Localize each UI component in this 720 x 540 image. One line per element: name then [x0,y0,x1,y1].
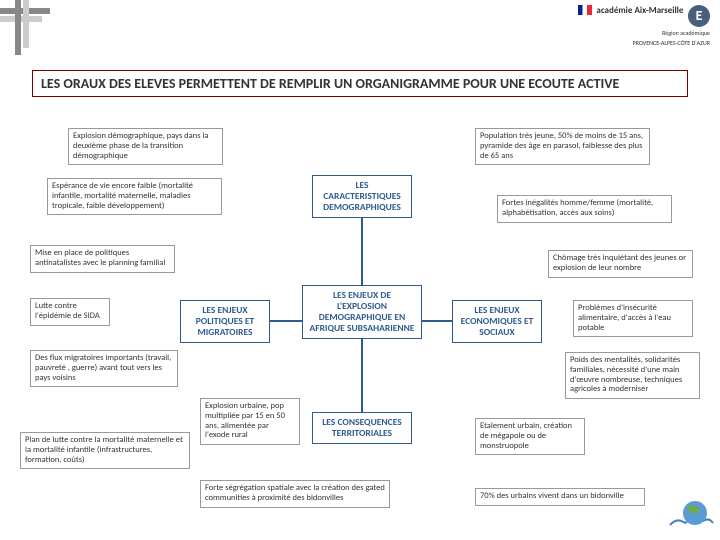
note-etalement: Etalement urbain, création de mégapole o… [475,418,585,455]
note-population: Population très jeune, 50% de moins de 1… [475,128,650,165]
e-badge: E [688,5,710,27]
academie-label: académie Aix-Marseille [596,5,683,16]
page-title: LES ORAUX DES ELEVES PERMETTENT DE REMPL… [32,70,688,97]
header-logo: académie Aix-Marseille E Région académiq… [578,5,710,47]
note-politiques: Mise en place de politiques antinatalist… [30,245,175,273]
node-right: LES ENJEUX ECONOMIQUES ET SOCIAUX [452,300,542,343]
corner-decoration [0,0,60,60]
note-mentalites: Poids des mentalités, solidarités famili… [565,352,700,399]
note-sida: Lutte contre l'épidémie de SIDA [30,298,110,326]
node-bottom: LES CONSEQUENCES TERRITORIALES [312,412,412,444]
note-inegalites: Fortes inégalités homme/femme (mortalité… [497,195,672,223]
node-center: LES ENJEUX DE L'EXPLOSION DEMOGRAPHIQUE … [302,285,422,339]
region-label: Région académique [578,29,710,37]
node-left: LES ENJEUX POLITIQUES ET MIGRATOIRES [180,300,270,343]
note-segregation: Forte ségrégation spatiale avec la créat… [200,480,390,508]
note-explosion: Explosion démographique, pays dans la de… [68,128,223,165]
note-insecurite: Problèmes d'insécurité alimentaire, d'ac… [573,300,693,337]
note-esperance: Espérance de vie encore faible (mortalit… [47,178,222,215]
note-bidonville: 70% des urbains vivent dans un bidonvill… [475,488,645,506]
note-urbaine: Explosion urbaine, pop multipliée par 15… [200,398,300,445]
region2-label: PROVENCE-ALPES-CÔTE D'AZUR [578,39,710,47]
node-top: LES CARACTERISTIQUES DEMOGRAPHIQUES [312,175,412,218]
flag-icon [578,5,592,15]
earth-icon [665,495,715,535]
note-flux: Des flux migratoires importants (travail… [30,350,178,387]
note-chomage: Chômage très inquiétant des jeunes or ex… [548,250,693,278]
note-plan: Plan de lutte contre la mortalité matern… [20,432,190,469]
